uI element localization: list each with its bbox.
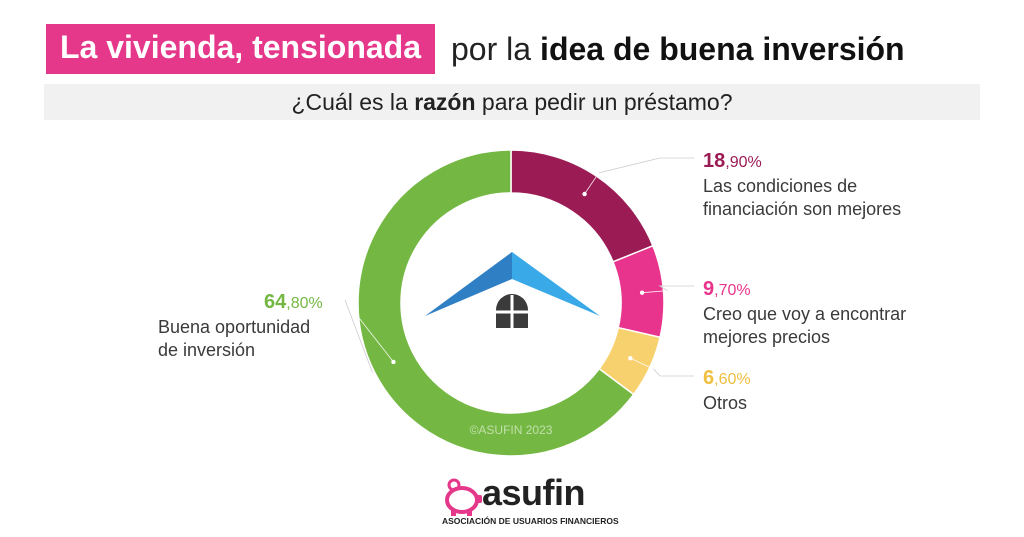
house-roof-window-icon: [425, 252, 600, 328]
slice-inversion: [357, 149, 635, 457]
label-financiacion-line1: Las condiciones de: [703, 176, 858, 196]
question-bar: ¿Cuál es la razón para pedir un préstamo…: [44, 84, 980, 120]
logo-subtitle: ASOCIACIÓN DE USUARIOS FINANCIEROS: [442, 516, 619, 526]
label-financiacion: 18,90% Las condiciones de financiación s…: [703, 149, 901, 221]
title-middle: por la: [451, 30, 532, 67]
pct-int-precios: 9: [703, 278, 715, 300]
pct-int-otros: 6: [703, 367, 715, 389]
leader-line: [344, 299, 394, 363]
label-inversion: 64,80% Buena oportunidad de inversión: [158, 290, 323, 362]
label-precios-line2: mejores precios: [703, 327, 831, 347]
pct-dec-financiacion: ,90%: [725, 154, 762, 171]
title-bold: idea de buena inversión: [540, 30, 905, 67]
pct-dec-precios: ,70%: [714, 282, 751, 299]
label-precios: 9,70% Creo que voy a encontrar mejores p…: [703, 277, 906, 349]
pct-dec-otros: ,60%: [714, 371, 751, 388]
pct-dec-inversion: ,80%: [286, 295, 323, 312]
label-financiacion-line2: financiación son mejores: [703, 199, 902, 219]
donut-slices: [357, 149, 665, 457]
leader-line-outer: [658, 285, 694, 292]
label-otros: 6,60% Otros: [703, 366, 751, 415]
question-bold: razón: [414, 88, 476, 115]
leader-line-outer: [653, 368, 694, 377]
question-post: para pedir un préstamo?: [475, 88, 733, 115]
logo-wordmark: asufin: [482, 472, 586, 513]
title-highlight: La vivienda, tensionada: [46, 24, 435, 74]
leader-line-outer: [598, 157, 694, 174]
label-otros-line1: Otros: [703, 393, 748, 413]
pct-int-inversion: 64: [264, 291, 287, 313]
pct-int-financiacion: 18: [703, 150, 726, 172]
asufin-logo: asufin ASOCIACIÓN DE USUARIOS FINANCIERO…: [440, 472, 619, 530]
label-inversion-line1: Buena oportunidad: [158, 317, 311, 337]
label-precios-line1: Creo que voy a encontrar: [703, 304, 907, 324]
chart-watermark: ©ASUFIN 2023: [470, 423, 553, 437]
label-inversion-line2: de inversión: [158, 340, 256, 360]
title-row: La vivienda, tensionada por la idea de b…: [46, 24, 905, 74]
leader-line-outer: [344, 299, 373, 373]
question-pre: ¿Cuál es la: [291, 88, 415, 115]
leader-lines: [344, 157, 700, 377]
slice-financiacion: [510, 149, 654, 263]
piggy-bank-icon: [445, 478, 482, 516]
